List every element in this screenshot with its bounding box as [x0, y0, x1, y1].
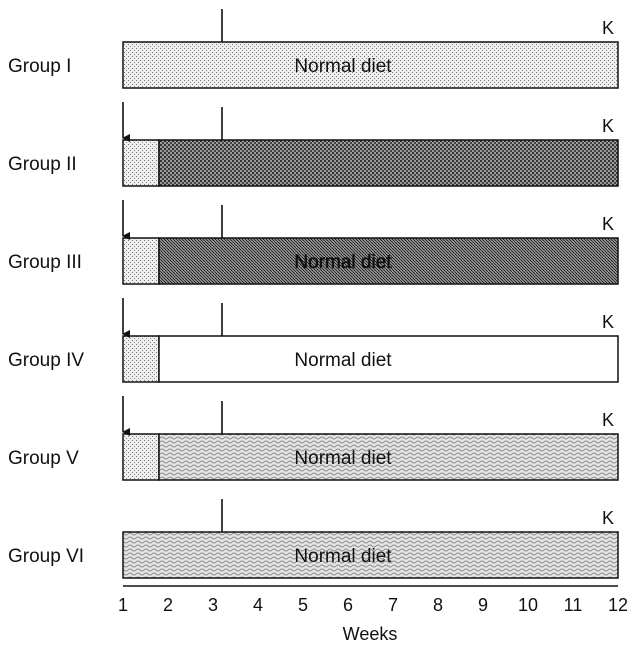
- diet-segment: [122, 433, 160, 481]
- group-row: Group I K Normal diet: [8, 9, 619, 89]
- group-row: Group III K Normal diet: [8, 200, 619, 285]
- week-tick-label: 6: [343, 595, 353, 615]
- kill-marker: K: [602, 116, 614, 136]
- group-row: Group V K Normal diet: [8, 396, 619, 481]
- kill-marker: K: [602, 18, 614, 38]
- kill-marker: K: [602, 410, 614, 430]
- diet-segment: [158, 237, 619, 285]
- weeks-axis: Weeks 1 2 3 4 5 6 7 8 9 10 11 12: [118, 585, 627, 644]
- week-tick-label: 3: [208, 595, 218, 615]
- week-tick-label: 7: [388, 595, 398, 615]
- group-label: Group II: [8, 154, 77, 175]
- week-tick-label: 5: [298, 595, 308, 615]
- group-row: Group II K: [8, 102, 619, 187]
- diet-label: Normal diet: [294, 56, 392, 77]
- diet-label: Normal diet: [294, 546, 392, 567]
- diet-segment: [158, 433, 619, 481]
- diet-segment: [122, 531, 619, 579]
- group-label: Group VI: [8, 546, 84, 567]
- diet-segment: [122, 139, 160, 187]
- week-tick-label: 10: [518, 595, 538, 615]
- week-tick-label: 9: [478, 595, 488, 615]
- diet-label: Normal diet: [294, 448, 392, 469]
- group-label: Group III: [8, 252, 82, 273]
- week-tick-label: 2: [163, 595, 173, 615]
- week-tick-label: 12: [608, 595, 627, 615]
- group-label: Group IV: [8, 350, 84, 371]
- diet-segment: [158, 335, 619, 383]
- diet-segment: [122, 335, 160, 383]
- diet-segment: [122, 41, 619, 89]
- kill-marker: K: [602, 312, 614, 332]
- kill-marker: K: [602, 508, 614, 528]
- axis-title: Weeks: [343, 624, 398, 644]
- week-tick-label: 1: [118, 595, 128, 615]
- diet-label: Normal diet: [294, 252, 392, 273]
- group-label: Group I: [8, 56, 71, 77]
- week-tick-label: 4: [253, 595, 263, 615]
- group-row: Group VI K Normal diet: [8, 499, 619, 579]
- diet-segment: [122, 237, 160, 285]
- kill-marker: K: [602, 214, 614, 234]
- group-row: Group IV K Normal diet: [8, 298, 619, 383]
- week-tick-label: 11: [564, 595, 583, 615]
- diet-segment: [158, 139, 619, 187]
- diet-label: Normal diet: [294, 350, 392, 371]
- group-label: Group V: [8, 448, 79, 469]
- week-tick-label: 8: [433, 595, 443, 615]
